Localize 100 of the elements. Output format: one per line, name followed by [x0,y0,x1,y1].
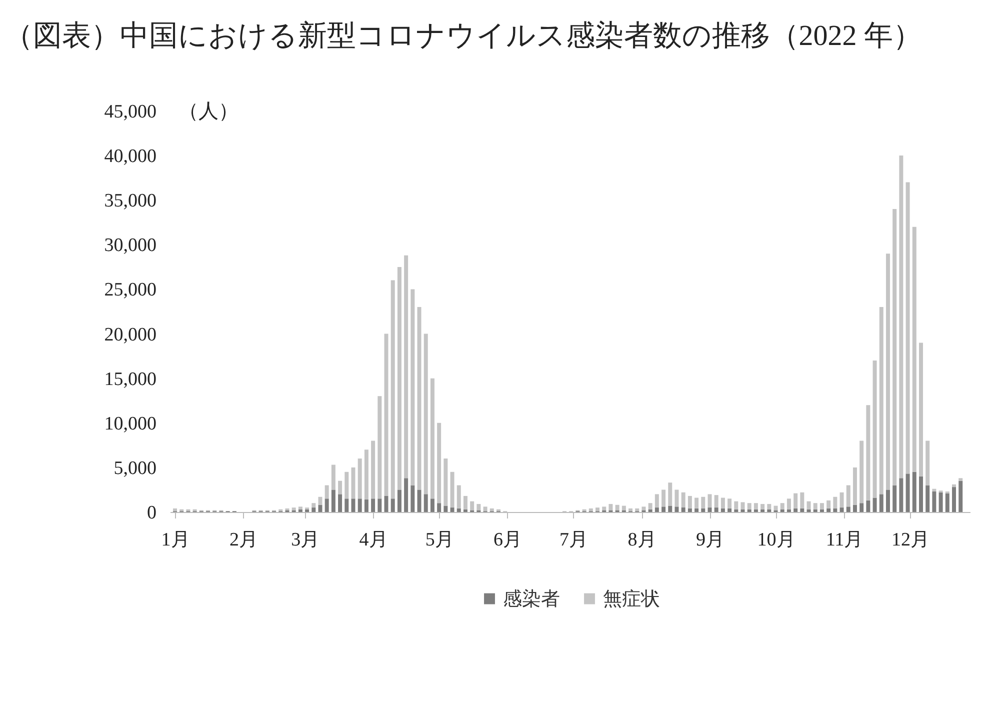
bar [344,472,349,499]
bar [417,490,422,512]
x-tick-label: 11月 [826,530,864,550]
bar [437,422,442,504]
bar [806,509,811,512]
bar [899,156,904,478]
bar [378,498,382,512]
x-tick-label: 4月 [359,530,388,550]
bar [312,503,316,508]
bar [794,508,798,512]
bar [476,504,481,510]
bar [662,490,666,507]
bar [450,472,454,508]
y-tick-label: 25,000 [104,280,156,301]
bar [622,506,626,510]
bar [826,500,831,508]
bar [892,209,897,486]
bar [786,509,791,512]
bar [912,472,916,512]
bar [872,360,877,498]
bar [786,498,791,510]
y-tick-label: 30,000 [104,235,156,256]
bar [430,498,434,512]
bar [298,506,302,510]
bar [952,487,956,512]
x-tick-label: 3月 [291,530,320,550]
bar [608,504,613,510]
bar [351,467,356,499]
bar [371,440,376,499]
bar [674,490,679,507]
bar [833,496,838,508]
bar [390,498,395,512]
bar [734,509,738,512]
bar [872,498,877,512]
y-tick-label: 5,000 [114,458,156,479]
bar [754,503,758,510]
bar [840,508,844,512]
bar [728,508,732,512]
bar [760,509,765,512]
bar [892,485,897,512]
bar [958,478,963,481]
bar [681,492,686,508]
bar [298,509,302,512]
bar [410,289,415,486]
bar [358,458,362,499]
bar [648,509,652,512]
bar [437,503,442,512]
bar [338,480,342,494]
bar [318,504,322,512]
bar [324,485,329,499]
bar [351,498,356,512]
bar [384,334,388,496]
y-tick-label: 0 [147,502,156,524]
x-tick-label: 5月 [425,530,454,550]
bar [767,509,772,512]
bar [470,501,474,510]
bar [424,334,428,494]
bar [879,494,884,512]
bar [806,501,811,510]
x-tick-label: 10月 [757,530,796,550]
bar [615,504,620,510]
bar [720,508,725,512]
bar [681,508,686,512]
bar [463,496,468,510]
bar [331,490,336,512]
bar [846,506,850,512]
bar [860,440,864,504]
bar [344,498,349,512]
bar [648,503,652,510]
bar [444,506,448,512]
bar [701,508,706,512]
bar [866,405,870,500]
bar [674,506,679,512]
bar [456,485,461,508]
bar [734,501,738,510]
y-tick-label: 45,000 [104,102,156,122]
bar [694,508,699,512]
bar [846,485,850,507]
bar [747,509,752,512]
bar [747,503,752,510]
bar [794,493,798,508]
bar [728,498,732,508]
bar [714,508,718,512]
bar [694,498,699,508]
x-tick-label: 1月 [161,530,190,550]
bar [662,506,666,512]
bar [324,498,329,512]
bar [364,450,368,500]
bar [338,494,342,512]
bar [318,496,322,505]
bar [740,502,745,510]
bar [754,509,758,512]
bar [886,490,890,512]
bar [602,506,606,510]
bar [945,493,950,512]
bar [708,508,712,512]
bar [384,496,388,512]
bar [852,504,857,512]
bar [820,509,824,512]
bar [292,508,296,510]
